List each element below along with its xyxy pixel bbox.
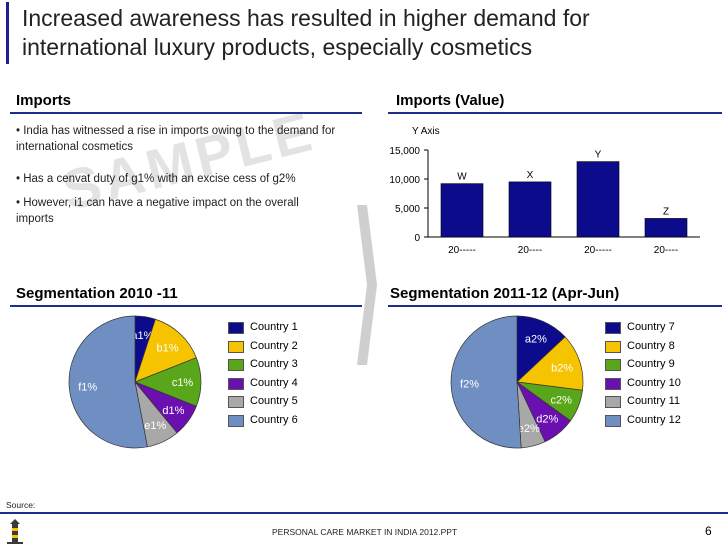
bar-0: [440, 183, 484, 238]
pie-slice-label: e2%: [518, 423, 540, 435]
chevron-arrow-icon: [357, 205, 377, 365]
y-tick-label: 5,000: [395, 204, 420, 215]
legend-swatch: [228, 377, 244, 390]
bar-1: [508, 181, 552, 238]
legend-label: Country 5: [250, 395, 298, 408]
segmentation-2-pie-chart: a2% b2% c2% d2%e2% f2%: [450, 315, 584, 449]
bar-data-label: W: [457, 172, 467, 183]
segmentation-1-underline: [10, 305, 362, 307]
pie-slice-5: [450, 315, 522, 449]
bar-data-label: Z: [663, 206, 669, 217]
imports-bullet-2: • Has a cenvat duty of g1% with an excis…: [16, 171, 346, 187]
pie-slice-1: [516, 336, 584, 391]
source-label: Source:: [6, 500, 36, 510]
legend-swatch: [605, 396, 621, 409]
pie-slice-label: c2%: [550, 394, 572, 406]
pie-slice-label: c1%: [172, 377, 194, 389]
bullet-dot: •: [16, 125, 21, 137]
legend-swatch: [605, 377, 621, 390]
y-tick-label: 10,000: [389, 175, 420, 186]
legend-swatch: [605, 322, 621, 334]
legend-label: Country 7: [627, 321, 675, 333]
footer-divider: [0, 512, 728, 514]
bullet-text: India has witnessed a rise in imports ow…: [16, 125, 336, 153]
imports-bullet-3: • However, i1 can have a negative impact…: [16, 195, 316, 227]
pie-slice-label: b1%: [157, 342, 179, 354]
legend-label: Country 10: [627, 376, 681, 389]
imports-bullet-1: • India has witnessed a rise in imports …: [16, 123, 336, 155]
pie-slice-label: d2%: [536, 414, 558, 426]
title-accent-bar: [6, 2, 9, 64]
legend-swatch: [228, 322, 244, 334]
y-axis-label: Y Axis: [412, 126, 440, 137]
imports-underline: [10, 112, 362, 114]
legend-label: Country 4: [250, 376, 298, 389]
segmentation-1-heading: Segmentation 2010 -11: [16, 285, 178, 302]
x-category-label: 20----: [518, 245, 542, 256]
segmentation-1-pie-chart: a1% b1% c1% d1% e1% f1%: [68, 315, 202, 449]
legend-label: Country 9: [627, 358, 675, 371]
pie-slice-1: [134, 318, 197, 383]
bullet-dot: •: [16, 173, 21, 185]
page-number: 6: [705, 524, 712, 538]
pie-slice-label: d1%: [162, 405, 184, 417]
lighthouse-logo-icon: [4, 518, 26, 544]
y-tick-label: 0: [414, 233, 420, 244]
legend-label: Country 12: [627, 414, 681, 426]
bullet-text: Has a cenvat duty of g1% with an excise …: [23, 173, 296, 185]
x-category-label: 20-----: [448, 245, 476, 256]
segmentation-2-heading: Segmentation 2011-12 (Apr-Jun): [390, 285, 620, 302]
legend-swatch: [228, 415, 244, 427]
pie-slice-label: a1%: [131, 330, 153, 342]
legend-label: Country 2: [250, 339, 298, 352]
segmentation-1-legend: Country 1 Country 2 Country 3 Country 4 Coun…: [228, 321, 358, 442]
imports-value-underline: [388, 112, 722, 114]
imports-heading: Imports: [16, 92, 72, 109]
pie-slice-label: a2%: [525, 333, 547, 345]
pie-slice-5: [68, 315, 148, 449]
legend-swatch: [605, 359, 621, 372]
pie-slice-label: f2%: [460, 378, 479, 390]
y-tick-label: 15,000: [389, 146, 420, 157]
slide-title: Increased awareness has resulted in high…: [22, 5, 590, 60]
pie-slice-label: f1%: [78, 381, 97, 393]
legend-label: Country 8: [627, 339, 675, 352]
bar-3: [644, 218, 688, 238]
imports-bar-chart: Y Axis 0 5,000 10,000 15,000 W 20----- X 20----…: [389, 126, 700, 256]
legend-swatch: [228, 340, 244, 353]
legend-swatch: [228, 359, 244, 372]
legend-swatch: [605, 415, 621, 427]
legend-label: Country 1: [250, 321, 298, 333]
legend-swatch: [605, 340, 621, 353]
imports-value-heading: Imports (Value): [396, 92, 505, 109]
pie-slice-label: b2%: [551, 362, 573, 374]
bullet-dot: •: [16, 197, 21, 209]
legend-label: Country 3: [250, 358, 298, 371]
legend-label: Country 11: [627, 395, 680, 408]
segmentation-2-legend: Country 7 Country 8 Country 9 Country 10 Cou…: [605, 321, 725, 442]
bar-data-label: X: [527, 170, 534, 181]
legend-swatch: [228, 396, 244, 409]
footer-file-name: PERSONAL CARE MARKET IN INDIA 2012.PPT: [272, 527, 458, 537]
bar-2: [576, 161, 620, 238]
legend-label: Country 6: [250, 414, 298, 426]
x-category-label: 20----: [654, 245, 678, 256]
x-category-label: 20-----: [584, 245, 612, 256]
pie-slice-label: e1%: [144, 420, 166, 432]
bullet-text: However, i1 can have a negative impact o…: [16, 197, 299, 225]
bar-data-label: Y: [595, 150, 602, 161]
segmentation-2-underline: [388, 305, 722, 307]
